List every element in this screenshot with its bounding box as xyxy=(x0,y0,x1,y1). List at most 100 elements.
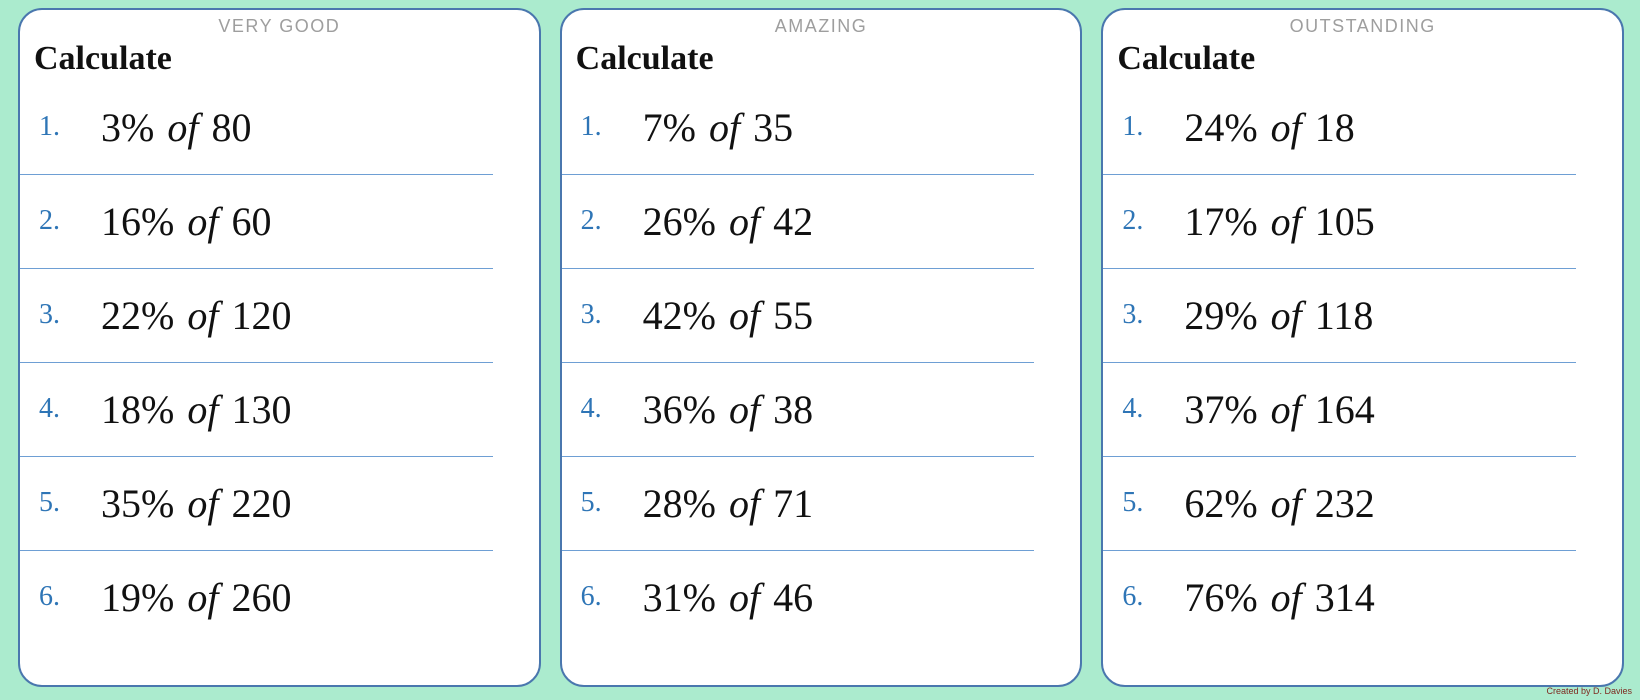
problem-expression: 16% of 60 xyxy=(101,198,271,245)
base-value: 80 xyxy=(211,104,252,150)
card-very-good: VERY GOOD Calculate 1. 3% of 80 2. 16% of 60… xyxy=(18,8,541,687)
percent-value: 31% xyxy=(642,574,716,620)
difficulty-badge: OUTSTANDING xyxy=(1289,16,1436,36)
problem-expression: 28% of 71 xyxy=(643,480,813,527)
percent-value: 3% xyxy=(101,104,155,150)
base-value: 60 xyxy=(231,198,272,244)
difficulty-badge: VERY GOOD xyxy=(218,16,341,36)
problem-number: 4. xyxy=(39,393,60,425)
of-word: of xyxy=(729,198,761,244)
percent-value: 36% xyxy=(642,386,716,432)
problem-number: 2. xyxy=(39,205,60,237)
of-word: of xyxy=(729,386,761,432)
card-amazing: AMAZING Calculate 1. 7% of 35 2. 26% of 42 3… xyxy=(559,8,1083,687)
percent-value: 16% xyxy=(101,198,175,244)
of-word: of xyxy=(187,386,219,432)
problem-number: 5. xyxy=(580,487,602,519)
problem-row: 2. 26% of 42 xyxy=(561,175,1035,269)
percent-value: 26% xyxy=(642,198,716,244)
problem-expression: 36% of 38 xyxy=(643,386,813,433)
percent-value: 29% xyxy=(1184,292,1258,338)
problem-number: 1. xyxy=(1122,111,1144,143)
problem-list: 1. 24% of 18 2. 17% of 105 3. 29% of 118 4. 37… xyxy=(1103,81,1577,644)
base-value: 164 xyxy=(1314,386,1375,432)
problem-row: 1. 7% of 35 xyxy=(561,81,1035,175)
problem-number: 3. xyxy=(39,299,60,331)
percent-value: 7% xyxy=(642,104,696,150)
problem-number: 3. xyxy=(1122,299,1144,331)
base-value: 38 xyxy=(773,386,814,432)
base-value: 130 xyxy=(231,386,292,432)
base-value: 42 xyxy=(773,198,814,244)
percent-value: 28% xyxy=(642,480,716,526)
of-word: of xyxy=(167,104,199,150)
problem-number: 5. xyxy=(1122,487,1144,519)
percent-value: 17% xyxy=(1184,198,1258,244)
base-value: 71 xyxy=(773,480,814,526)
problem-number: 2. xyxy=(1122,205,1144,237)
problem-expression: 62% of 232 xyxy=(1184,480,1374,527)
of-word: of xyxy=(1270,480,1302,526)
of-word: of xyxy=(729,574,761,620)
problem-number: 5. xyxy=(39,487,60,519)
problem-expression: 42% of 55 xyxy=(643,292,813,339)
problem-row: 5. 35% of 220 xyxy=(20,457,493,551)
problem-row: 3. 29% of 118 xyxy=(1103,269,1577,363)
of-word: of xyxy=(1270,574,1302,620)
percent-value: 76% xyxy=(1184,574,1258,620)
problem-expression: 19% of 260 xyxy=(101,574,291,621)
of-word: of xyxy=(729,480,761,526)
problem-number: 6. xyxy=(580,581,602,613)
base-value: 55 xyxy=(773,292,814,338)
problem-list: 1. 7% of 35 2. 26% of 42 3. 42% of 55 4. 36% of… xyxy=(561,81,1035,644)
base-value: 260 xyxy=(231,574,292,620)
problem-expression: 22% of 120 xyxy=(101,292,291,339)
problem-number: 6. xyxy=(1122,581,1144,613)
problem-row: 4. 36% of 38 xyxy=(561,363,1035,457)
problem-number: 1. xyxy=(39,111,60,143)
card-title: Calculate xyxy=(575,39,714,77)
problem-expression: 3% of 80 xyxy=(101,104,251,151)
base-value: 35 xyxy=(753,104,794,150)
problem-row: 1. 3% of 80 xyxy=(20,81,493,175)
card-title: Calculate xyxy=(1117,39,1256,77)
base-value: 18 xyxy=(1314,104,1355,150)
base-value: 120 xyxy=(231,292,292,338)
of-word: of xyxy=(1270,292,1302,338)
problem-number: 4. xyxy=(1122,393,1144,425)
base-value: 232 xyxy=(1314,480,1375,526)
of-word: of xyxy=(729,292,761,338)
problem-row: 6. 19% of 260 xyxy=(20,551,493,644)
problem-expression: 35% of 220 xyxy=(101,480,291,527)
problem-expression: 26% of 42 xyxy=(643,198,813,245)
problem-expression: 18% of 130 xyxy=(101,386,291,433)
base-value: 220 xyxy=(231,480,292,526)
problem-number: 2. xyxy=(580,205,602,237)
problem-row: 3. 22% of 120 xyxy=(20,269,493,363)
problem-number: 4. xyxy=(580,393,602,425)
problem-row: 5. 62% of 232 xyxy=(1103,457,1577,551)
problem-expression: 7% of 35 xyxy=(643,104,793,151)
base-value: 105 xyxy=(1314,198,1375,244)
of-word: of xyxy=(187,198,219,244)
credit-text: Created by D. Davies xyxy=(1546,686,1632,696)
problem-number: 1. xyxy=(580,111,602,143)
base-value: 314 xyxy=(1314,574,1375,620)
percent-value: 35% xyxy=(101,480,175,526)
problem-expression: 37% of 164 xyxy=(1184,386,1374,433)
problem-expression: 29% of 118 xyxy=(1184,292,1373,339)
problem-row: 3. 42% of 55 xyxy=(561,269,1035,363)
base-value: 118 xyxy=(1314,292,1374,338)
percent-value: 42% xyxy=(642,292,716,338)
of-word: of xyxy=(1270,198,1302,244)
percent-value: 22% xyxy=(101,292,175,338)
cards-row: VERY GOOD Calculate 1. 3% of 80 2. 16% of 60… xyxy=(18,8,1625,687)
problem-row: 5. 28% of 71 xyxy=(561,457,1035,551)
of-word: of xyxy=(187,480,219,526)
of-word: of xyxy=(709,104,741,150)
percent-value: 18% xyxy=(101,386,175,432)
card-outstanding: OUTSTANDING Calculate 1. 24% of 18 2. 17% o… xyxy=(1101,8,1625,687)
of-word: of xyxy=(1270,386,1302,432)
problem-row: 6. 31% of 46 xyxy=(562,551,1035,644)
